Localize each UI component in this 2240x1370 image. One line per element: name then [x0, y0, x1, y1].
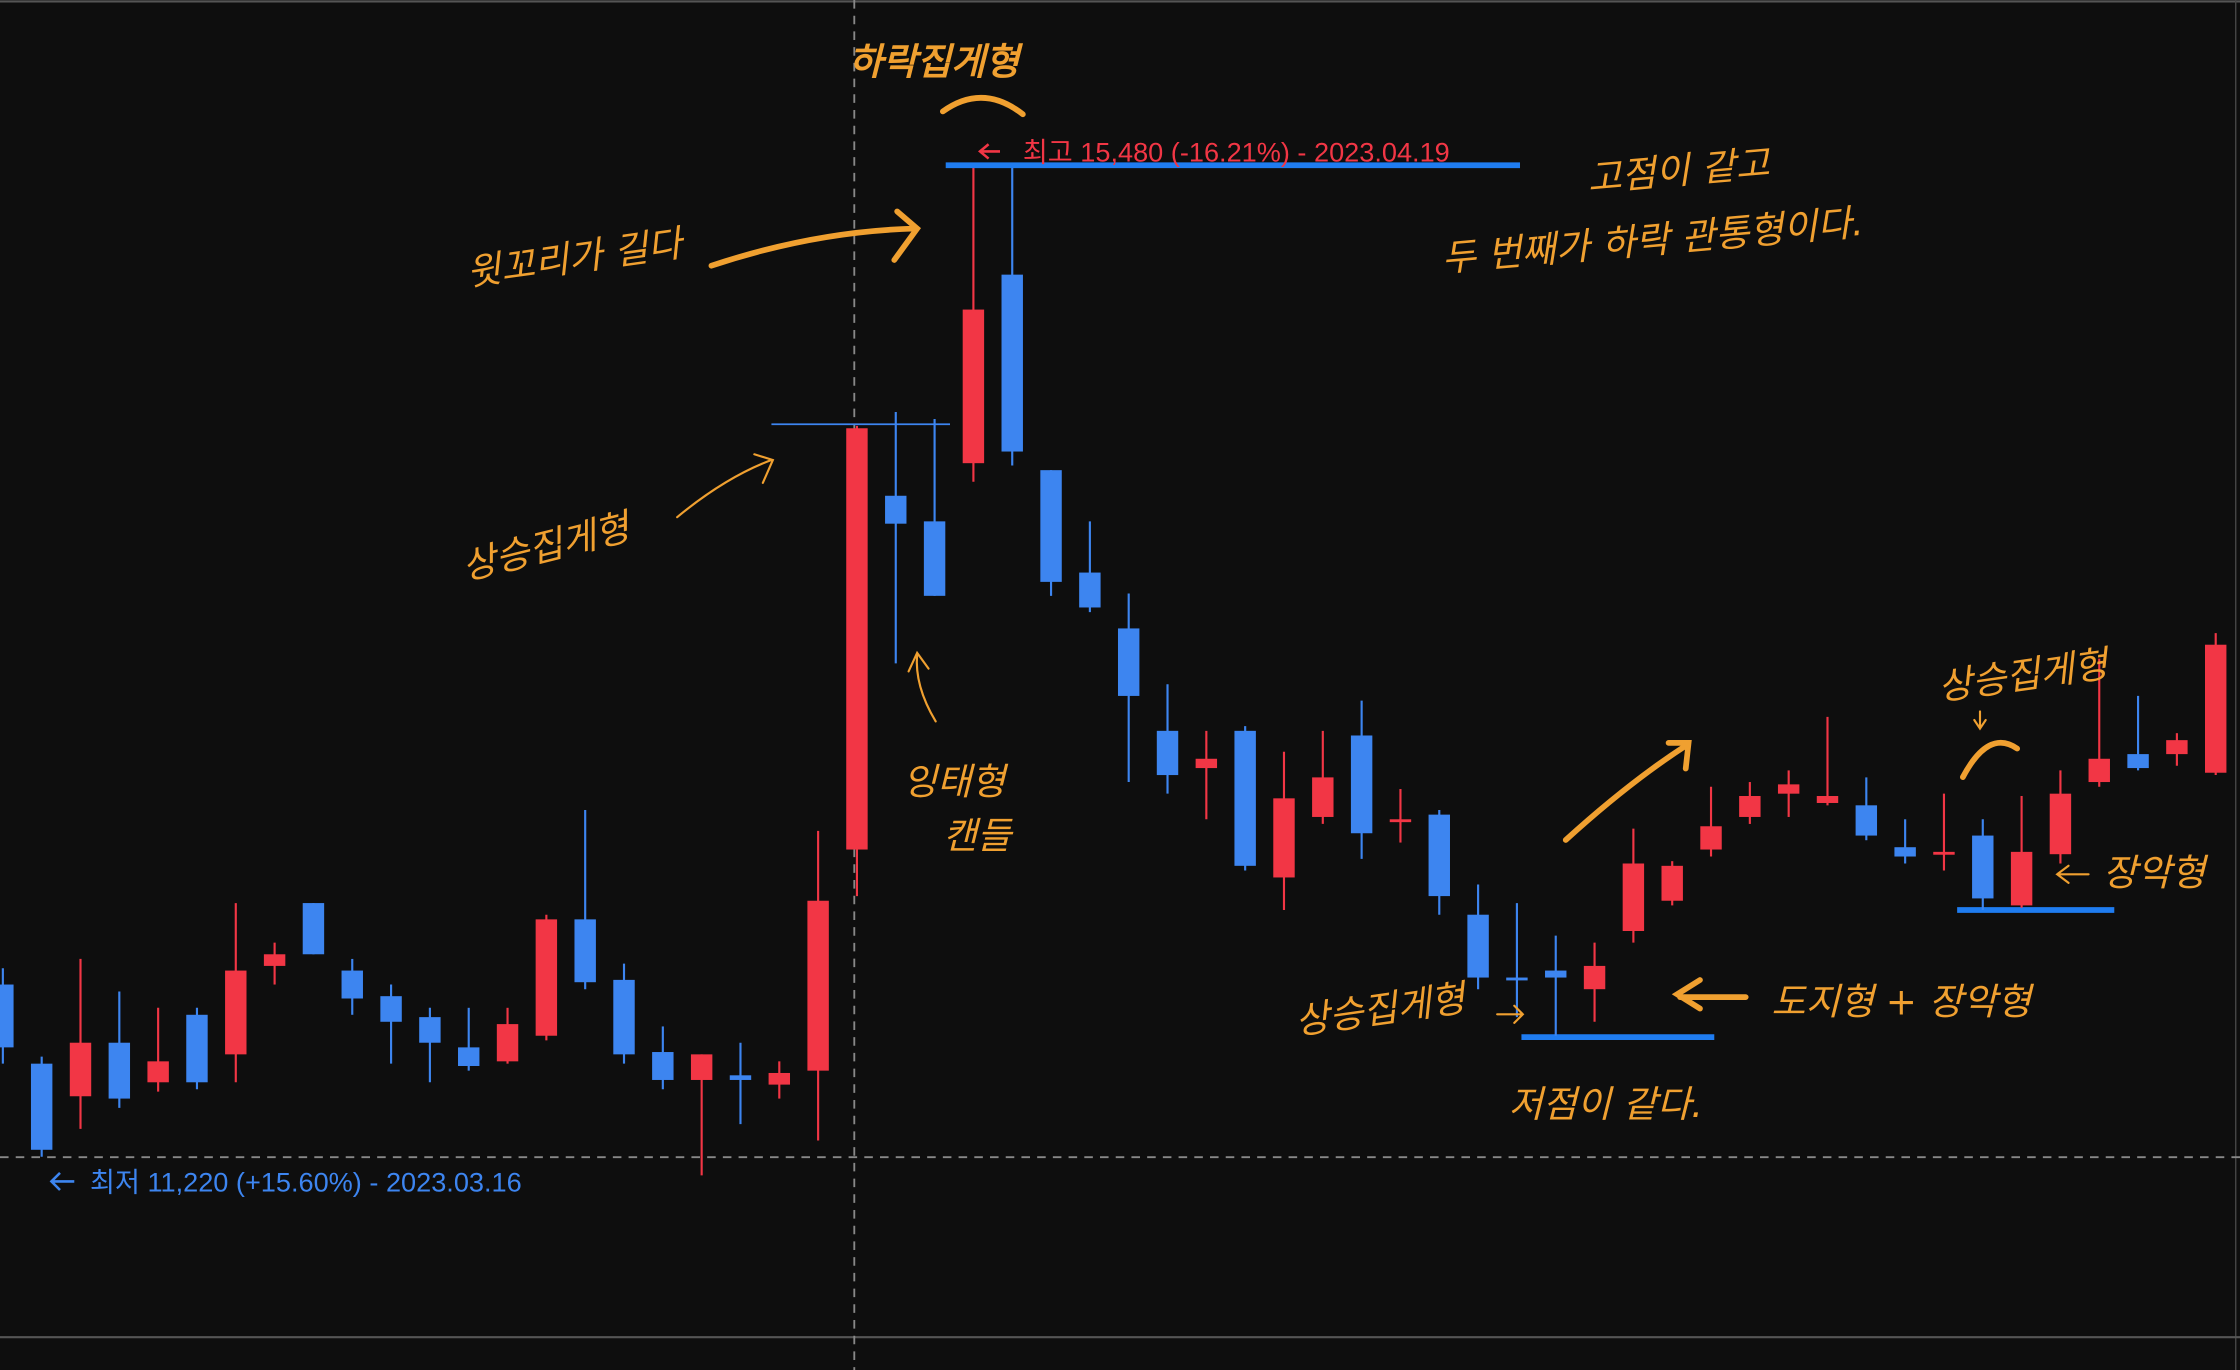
annotation: 캔들	[943, 815, 1014, 858]
candle-body	[1622, 863, 1645, 932]
candle-body	[613, 979, 635, 1055]
candle-body	[69, 1042, 92, 1097]
candle-body	[1972, 835, 1994, 899]
annotation: 하락집게형	[849, 40, 1024, 83]
candle-body	[1001, 274, 1023, 452]
candle-body	[1195, 758, 1218, 769]
candle-body	[1467, 914, 1489, 978]
candle-body	[768, 1072, 791, 1085]
candle-body	[652, 1052, 674, 1080]
candle-body	[1506, 977, 1528, 981]
candle-body	[1583, 965, 1606, 990]
candle-body	[1312, 777, 1334, 817]
candle-body	[2127, 754, 2149, 769]
arc	[940, 95, 1026, 118]
candle-body	[729, 1075, 752, 1080]
hand-arrows	[676, 95, 2090, 1024]
candle-body	[1816, 796, 1839, 803]
candle-body	[690, 1054, 713, 1080]
annotation: 잉태형	[903, 760, 1009, 803]
candle-body	[496, 1024, 519, 1062]
low-label: 최저 11,220 (+15.60%) - 2023.03.16	[90, 1166, 522, 1197]
candle-body	[1777, 784, 1800, 794]
candle-body	[1156, 730, 1179, 776]
arrow-icon	[49, 1171, 75, 1191]
candle-body	[1428, 814, 1450, 897]
candles	[0, 165, 2227, 1176]
arrow	[907, 650, 937, 723]
arrow	[1671, 977, 1749, 1012]
arrow	[708, 208, 922, 269]
arrow-icon	[977, 143, 1000, 160]
candle-body	[30, 1063, 53, 1150]
candle-body	[263, 954, 286, 966]
arc	[1960, 740, 2020, 780]
candle-body	[1739, 796, 1761, 817]
candle-body	[1855, 805, 1878, 836]
candle-body	[1545, 970, 1567, 978]
candle-body	[2088, 758, 2110, 783]
annotation: 도지형 + 장악형	[1771, 980, 2034, 1023]
arrow	[1562, 740, 1692, 843]
candle-body	[108, 1042, 131, 1099]
candle-body	[2166, 740, 2188, 755]
candle-body	[846, 428, 868, 850]
candle-body	[186, 1014, 208, 1083]
candle-body	[885, 495, 907, 524]
candle-body	[1079, 572, 1101, 608]
candle-body	[225, 970, 247, 1055]
candle-body	[1350, 735, 1373, 834]
candle-body	[147, 1061, 169, 1083]
arrow	[2055, 864, 2090, 884]
candle-body	[380, 996, 402, 1022]
candle-body	[2205, 644, 2227, 773]
candle-body	[341, 970, 363, 999]
candle-body	[923, 521, 946, 596]
annotation: 장악형	[2103, 852, 2209, 895]
candle-body	[962, 309, 985, 464]
high-label: 최고 15,480 (-16.21%) - 2023.04.19	[1023, 136, 1450, 167]
candle-body	[574, 919, 596, 983]
candle-body	[807, 900, 829, 1071]
candle-body	[2010, 851, 2033, 906]
candle-body	[1933, 851, 1955, 855]
candle-body	[2049, 793, 2072, 855]
candle-body	[1894, 847, 1916, 857]
candle-body	[302, 903, 325, 955]
candle-body	[1389, 819, 1412, 823]
candle-body	[419, 1017, 441, 1043]
annotation: 저점이 같다.	[1509, 1083, 1703, 1126]
arrow	[1973, 710, 1987, 731]
candle-body	[1040, 470, 1062, 582]
candle-body	[1661, 865, 1683, 901]
candle-body	[1273, 798, 1295, 878]
candle-body	[1234, 730, 1256, 866]
candle-body	[1117, 628, 1140, 696]
candle-body	[458, 1047, 480, 1066]
arrow	[1496, 1004, 1525, 1024]
candle-body	[535, 919, 558, 1036]
candle-body	[0, 984, 14, 1048]
candle-body	[1700, 826, 1722, 850]
arrow	[676, 453, 775, 519]
